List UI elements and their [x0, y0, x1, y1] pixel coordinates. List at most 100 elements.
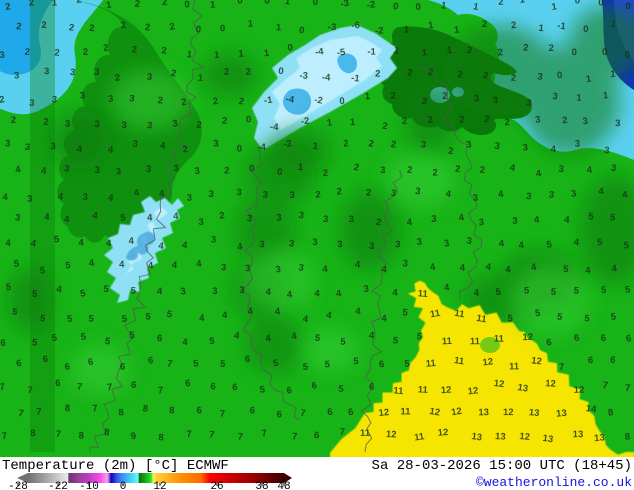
svg-text:6: 6 — [245, 354, 251, 365]
svg-text:6: 6 — [185, 378, 191, 389]
svg-text:13: 13 — [495, 431, 506, 443]
svg-text:11: 11 — [393, 385, 405, 397]
svg-text:7: 7 — [292, 431, 298, 442]
svg-text:-10: -10 — [79, 481, 99, 490]
svg-text:3: 3 — [44, 66, 50, 77]
svg-text:©weatheronline.co.uk: ©weatheronline.co.uk — [476, 475, 632, 490]
svg-text:11: 11 — [494, 333, 505, 344]
svg-text:5: 5 — [624, 240, 630, 251]
svg-text:7: 7 — [36, 406, 42, 417]
svg-text:2: 2 — [132, 44, 137, 55]
svg-text:1: 1 — [248, 19, 254, 30]
svg-text:7: 7 — [55, 429, 61, 440]
svg-text:6: 6 — [120, 362, 126, 373]
svg-text:12: 12 — [531, 355, 543, 367]
svg-text:3: 3 — [575, 138, 581, 149]
svg-text:3: 3 — [187, 193, 193, 204]
svg-text:2: 2 — [390, 90, 396, 101]
svg-text:0: 0 — [264, 0, 271, 7]
svg-text:5: 5 — [588, 211, 594, 222]
svg-text:3: 3 — [390, 188, 396, 199]
svg-text:5: 5 — [6, 282, 12, 293]
svg-text:5: 5 — [193, 358, 199, 369]
svg-text:13: 13 — [478, 407, 489, 418]
svg-text:12: 12 — [153, 481, 166, 490]
svg-text:3: 3 — [50, 141, 56, 152]
svg-text:6: 6 — [148, 355, 153, 366]
svg-text:11: 11 — [509, 361, 520, 372]
svg-text:7: 7 — [186, 429, 192, 440]
svg-text:3: 3 — [208, 189, 214, 200]
svg-text:2: 2 — [523, 42, 528, 53]
svg-text:3: 3 — [395, 239, 401, 250]
svg-text:3: 3 — [173, 163, 179, 174]
svg-text:3: 3 — [466, 139, 472, 150]
svg-text:13: 13 — [556, 408, 568, 420]
svg-text:3: 3 — [220, 262, 226, 273]
svg-text:12: 12 — [437, 427, 448, 439]
svg-text:3: 3 — [115, 166, 121, 177]
svg-text:2: 2 — [549, 43, 554, 54]
svg-text:2: 2 — [336, 186, 342, 197]
svg-text:7: 7 — [92, 403, 98, 414]
svg-text:2: 2 — [222, 116, 228, 127]
svg-text:4: 4 — [460, 263, 466, 274]
svg-text:-2: -2 — [375, 26, 384, 37]
svg-text:3: 3 — [239, 285, 244, 296]
svg-text:3: 3 — [129, 93, 135, 104]
svg-text:5: 5 — [324, 359, 330, 370]
svg-text:-2: -2 — [366, 0, 375, 11]
svg-text:3: 3 — [79, 90, 85, 101]
svg-text:2: 2 — [11, 115, 17, 126]
svg-text:3: 3 — [369, 241, 375, 252]
svg-text:8: 8 — [30, 428, 36, 439]
svg-text:5: 5 — [340, 337, 346, 348]
svg-text:3: 3 — [289, 190, 295, 201]
svg-text:3: 3 — [122, 120, 127, 131]
svg-text:12: 12 — [386, 429, 397, 441]
svg-text:-2: -2 — [300, 116, 310, 128]
svg-text:2: 2 — [224, 165, 229, 176]
svg-text:11: 11 — [470, 336, 481, 347]
svg-text:2: 2 — [315, 189, 321, 200]
svg-text:4: 4 — [147, 213, 153, 224]
svg-text:-6: -6 — [351, 20, 360, 31]
svg-text:4: 4 — [157, 286, 163, 297]
svg-text:11: 11 — [442, 336, 453, 348]
svg-text:3: 3 — [198, 217, 204, 228]
svg-text:7: 7 — [77, 381, 83, 392]
svg-text:7: 7 — [340, 427, 345, 438]
svg-text:5: 5 — [129, 330, 135, 341]
svg-text:2: 2 — [505, 117, 510, 128]
svg-text:11: 11 — [360, 428, 371, 439]
svg-text:Temperature (2m) [°C] ECMWF: Temperature (2m) [°C] ECMWF — [2, 458, 229, 474]
svg-text:13: 13 — [517, 382, 529, 395]
svg-text:11: 11 — [425, 358, 437, 370]
svg-text:7: 7 — [107, 382, 113, 393]
svg-text:4: 4 — [78, 238, 84, 249]
svg-text:0: 0 — [120, 481, 127, 490]
svg-text:5: 5 — [32, 289, 38, 300]
svg-text:4: 4 — [119, 259, 125, 270]
svg-text:3: 3 — [51, 94, 57, 105]
svg-text:3: 3 — [212, 286, 218, 297]
svg-text:-3: -3 — [327, 22, 336, 33]
svg-text:-1: -1 — [367, 47, 376, 58]
svg-text:3: 3 — [535, 114, 541, 125]
svg-text:3: 3 — [262, 189, 268, 200]
svg-text:0: 0 — [625, 50, 631, 61]
svg-text:2: 2 — [402, 116, 408, 127]
svg-text:3: 3 — [312, 237, 318, 248]
svg-text:-4: -4 — [322, 72, 331, 83]
svg-text:6: 6 — [55, 378, 61, 389]
svg-text:13: 13 — [573, 429, 584, 440]
svg-text:8: 8 — [624, 431, 630, 442]
svg-text:2: 2 — [432, 167, 438, 178]
svg-text:2: 2 — [162, 0, 168, 8]
svg-text:3: 3 — [337, 239, 343, 250]
svg-text:12: 12 — [441, 385, 452, 397]
svg-text:11: 11 — [417, 384, 428, 396]
svg-text:12: 12 — [519, 431, 531, 443]
svg-text:3: 3 — [14, 70, 20, 81]
svg-text:5: 5 — [209, 336, 215, 347]
